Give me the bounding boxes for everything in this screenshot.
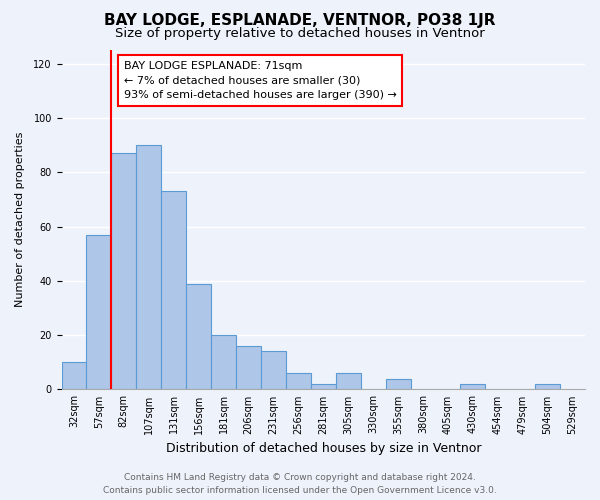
Bar <box>336 373 361 390</box>
Bar <box>186 284 211 390</box>
Y-axis label: Number of detached properties: Number of detached properties <box>15 132 25 308</box>
Bar <box>136 145 161 390</box>
Bar <box>211 335 236 390</box>
Bar <box>535 384 560 390</box>
Bar <box>161 191 186 390</box>
Text: Size of property relative to detached houses in Ventnor: Size of property relative to detached ho… <box>115 28 485 40</box>
Bar <box>62 362 86 390</box>
Bar <box>460 384 485 390</box>
Bar <box>261 352 286 390</box>
Bar <box>286 373 311 390</box>
Bar <box>86 234 112 390</box>
Bar <box>236 346 261 390</box>
Bar <box>112 153 136 390</box>
Text: BAY LODGE, ESPLANADE, VENTNOR, PO38 1JR: BAY LODGE, ESPLANADE, VENTNOR, PO38 1JR <box>104 12 496 28</box>
Text: Contains HM Land Registry data © Crown copyright and database right 2024.
Contai: Contains HM Land Registry data © Crown c… <box>103 473 497 495</box>
Bar <box>386 378 410 390</box>
X-axis label: Distribution of detached houses by size in Ventnor: Distribution of detached houses by size … <box>166 442 481 455</box>
Bar <box>311 384 336 390</box>
Text: BAY LODGE ESPLANADE: 71sqm
← 7% of detached houses are smaller (30)
93% of semi-: BAY LODGE ESPLANADE: 71sqm ← 7% of detac… <box>124 61 397 100</box>
